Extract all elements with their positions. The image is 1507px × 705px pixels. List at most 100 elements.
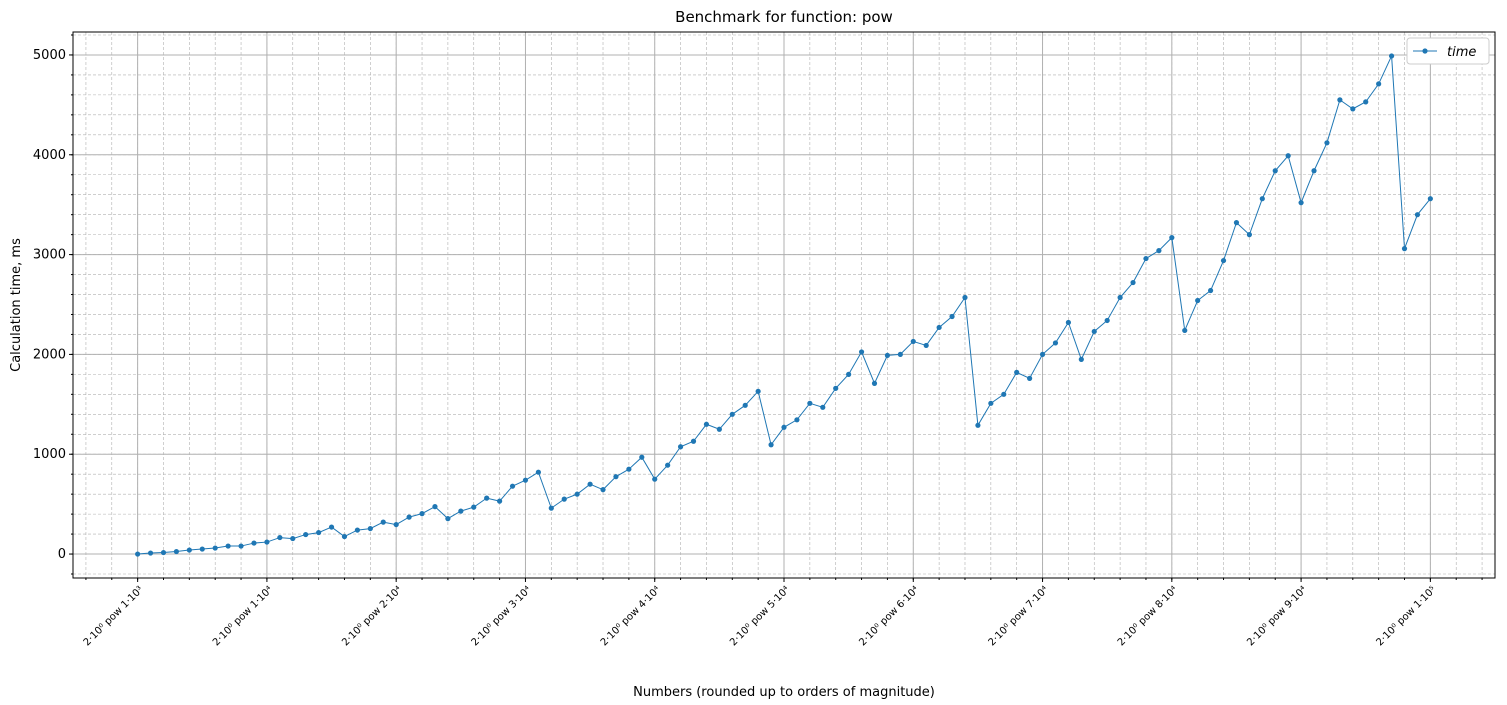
- data-point: [497, 498, 503, 504]
- y-axis-label: Calculation time, ms: [9, 238, 24, 372]
- data-point: [1311, 168, 1317, 174]
- data-point: [1014, 369, 1020, 375]
- data-point: [1104, 317, 1110, 324]
- data-point: [1272, 168, 1278, 174]
- data-point: [846, 371, 852, 377]
- y-tick-label: 0: [58, 547, 66, 562]
- data-point: [1246, 232, 1252, 238]
- data-point: [1052, 340, 1059, 346]
- data-point: [677, 444, 684, 450]
- y-tick-label: 5000: [33, 48, 66, 63]
- data-point: [290, 535, 296, 542]
- data-point: [1376, 81, 1382, 87]
- data-point: [1065, 319, 1071, 326]
- data-point: [1350, 106, 1356, 112]
- data-point: [949, 313, 955, 320]
- data-point: [419, 511, 425, 517]
- data-point: [1195, 297, 1201, 304]
- legend-label: time: [1447, 45, 1476, 60]
- data-point: [341, 533, 348, 540]
- data-point: [225, 543, 231, 549]
- data-point: [962, 294, 968, 301]
- data-point: [1156, 247, 1162, 254]
- data-point: [264, 539, 270, 545]
- data-point: [1298, 200, 1304, 206]
- data-point: [186, 547, 192, 553]
- data-point: [574, 491, 580, 497]
- data-point: [1039, 351, 1046, 358]
- data-point: [1078, 356, 1084, 363]
- data-point: [173, 548, 180, 555]
- data-point: [975, 422, 981, 428]
- data-point: [1285, 153, 1291, 159]
- data-point: [652, 476, 658, 482]
- data-point: [716, 426, 722, 432]
- data-point: [316, 529, 322, 536]
- data-point: [923, 342, 929, 349]
- data-point: [160, 549, 167, 556]
- data-point: [871, 380, 878, 386]
- data-point: [781, 424, 787, 430]
- data-point: [548, 505, 554, 511]
- data-point: [1324, 140, 1330, 146]
- data-point: [303, 531, 309, 538]
- data-point: [884, 352, 891, 359]
- data-point: [1091, 328, 1097, 335]
- legend-marker: [1422, 48, 1428, 54]
- data-point: [742, 402, 748, 408]
- data-point: [535, 469, 541, 475]
- data-point: [587, 481, 593, 487]
- data-point: [277, 534, 283, 541]
- data-point: [729, 411, 735, 417]
- data-point: [406, 514, 412, 520]
- data-point: [1233, 220, 1240, 226]
- data-point: [820, 404, 826, 410]
- data-point: [238, 543, 244, 549]
- data-point: [1401, 246, 1408, 252]
- data-point: [522, 477, 529, 483]
- data-point: [858, 349, 865, 355]
- x-axis-label: Numbers (rounded up to orders of magnitu…: [633, 685, 935, 700]
- data-point: [380, 519, 386, 525]
- data-point: [471, 504, 477, 510]
- data-point: [1117, 294, 1123, 301]
- data-point: [135, 551, 141, 557]
- y-tick-label: 3000: [33, 248, 66, 263]
- y-tick-label: 4000: [33, 148, 66, 163]
- data-point: [1259, 196, 1265, 202]
- data-point: [445, 516, 451, 522]
- data-point: [755, 388, 761, 394]
- data-point: [354, 527, 360, 533]
- data-point: [1208, 287, 1214, 294]
- data-point: [794, 417, 800, 423]
- data-point: [1388, 53, 1395, 59]
- data-point: [1337, 97, 1343, 103]
- data-point: [988, 400, 994, 406]
- data-point: [833, 385, 839, 391]
- data-point: [199, 546, 205, 552]
- data-point: [897, 351, 903, 358]
- data-point: [1027, 375, 1033, 381]
- data-point: [1427, 196, 1433, 202]
- data-point: [1130, 279, 1136, 286]
- data-point: [484, 495, 490, 501]
- data-point: [910, 338, 916, 345]
- data-point: [639, 454, 645, 460]
- data-point: [1143, 255, 1149, 262]
- data-point: [626, 466, 632, 472]
- data-point: [1220, 257, 1227, 264]
- data-point: [690, 438, 697, 444]
- data-point: [212, 545, 218, 551]
- data-point: [768, 442, 774, 448]
- data-point: [147, 550, 154, 556]
- y-tick-label: 2000: [33, 347, 66, 362]
- data-point: [1182, 327, 1188, 334]
- data-point: [936, 324, 942, 331]
- data-point: [458, 508, 464, 514]
- data-point: [251, 540, 257, 546]
- data-point: [665, 462, 671, 468]
- legend-box: [1406, 37, 1490, 65]
- plot-frame: [72, 31, 1496, 579]
- data-point: [613, 474, 619, 480]
